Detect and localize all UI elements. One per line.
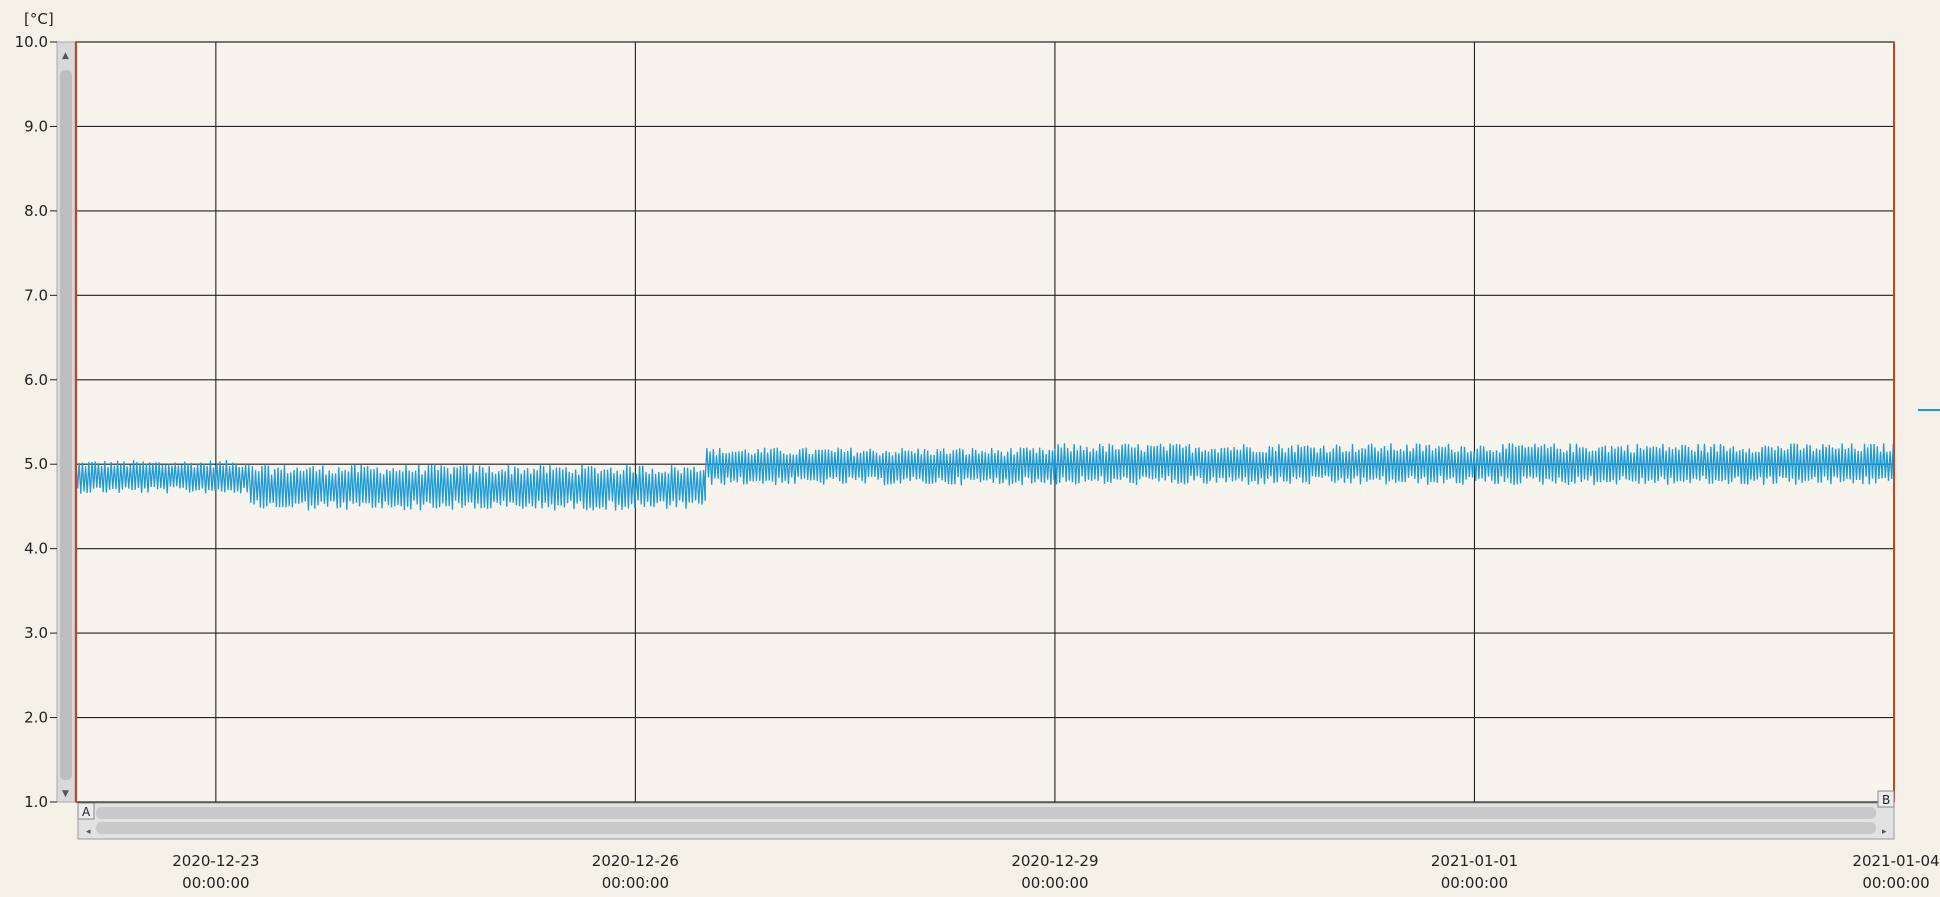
x-tick-date: 2020-12-26 <box>592 852 679 870</box>
y-tick-label: 3.0 <box>24 624 48 642</box>
y-tick-label: 2.0 <box>24 709 48 727</box>
cursor-b-label: B <box>1882 793 1890 807</box>
y-tick-label: 8.0 <box>24 202 48 220</box>
cursor-a-label: A <box>82 805 91 819</box>
y-tick-label: 5.0 <box>24 455 48 473</box>
vertical-scrollbar[interactable]: ▲ ▼ <box>56 41 76 803</box>
y-tick-label: 10.0 <box>15 33 48 51</box>
x-tick-time: 00:00:00 <box>1862 874 1929 892</box>
x-tick-time: 00:00:00 <box>1021 874 1088 892</box>
cursor-b-marker[interactable]: B <box>1877 790 1895 808</box>
x-tick-date: 2021-01-01 <box>1431 852 1518 870</box>
plot-area <box>75 41 1895 803</box>
y-unit-label: [°C] <box>24 10 54 28</box>
x-tick-date: 2020-12-29 <box>1011 852 1098 870</box>
x-tick-time: 00:00:00 <box>1441 874 1508 892</box>
cursor-a-marker[interactable]: A <box>77 802 95 820</box>
scroll-up-arrow: ▲ <box>62 51 69 61</box>
y-tick-label: 1.0 <box>24 793 48 811</box>
x-tick-labels: 2020-12-23 00:00:00 2020-12-26 00:00:00 2020… <box>172 852 1939 892</box>
x-tick-time: 00:00:00 <box>182 874 249 892</box>
horizontal-scrollbar[interactable]: ◂ ▸ <box>77 802 1895 840</box>
y-tick-label: 4.0 <box>24 540 48 558</box>
y-tick-label: 7.0 <box>24 286 48 304</box>
y-tick-label: 9.0 <box>24 117 48 135</box>
x-tick-date: 2020-12-23 <box>172 852 259 870</box>
y-tick-labels: 10.0 9.0 8.0 7.0 6.0 5.0 4.0 3.0 2.0 1.0 <box>15 33 48 811</box>
series-line <box>75 443 1894 511</box>
scroll-left-arrow: ◂ <box>86 827 91 837</box>
series-line-temperature <box>75 443 1894 511</box>
y-tick-label: 6.0 <box>24 371 48 389</box>
x-tick-date: 2021-01-04 <box>1852 852 1939 870</box>
x-tick-time: 00:00:00 <box>602 874 669 892</box>
scroll-down-arrow: ▼ <box>62 789 69 799</box>
scroll-right-arrow: ▸ <box>1882 827 1887 837</box>
